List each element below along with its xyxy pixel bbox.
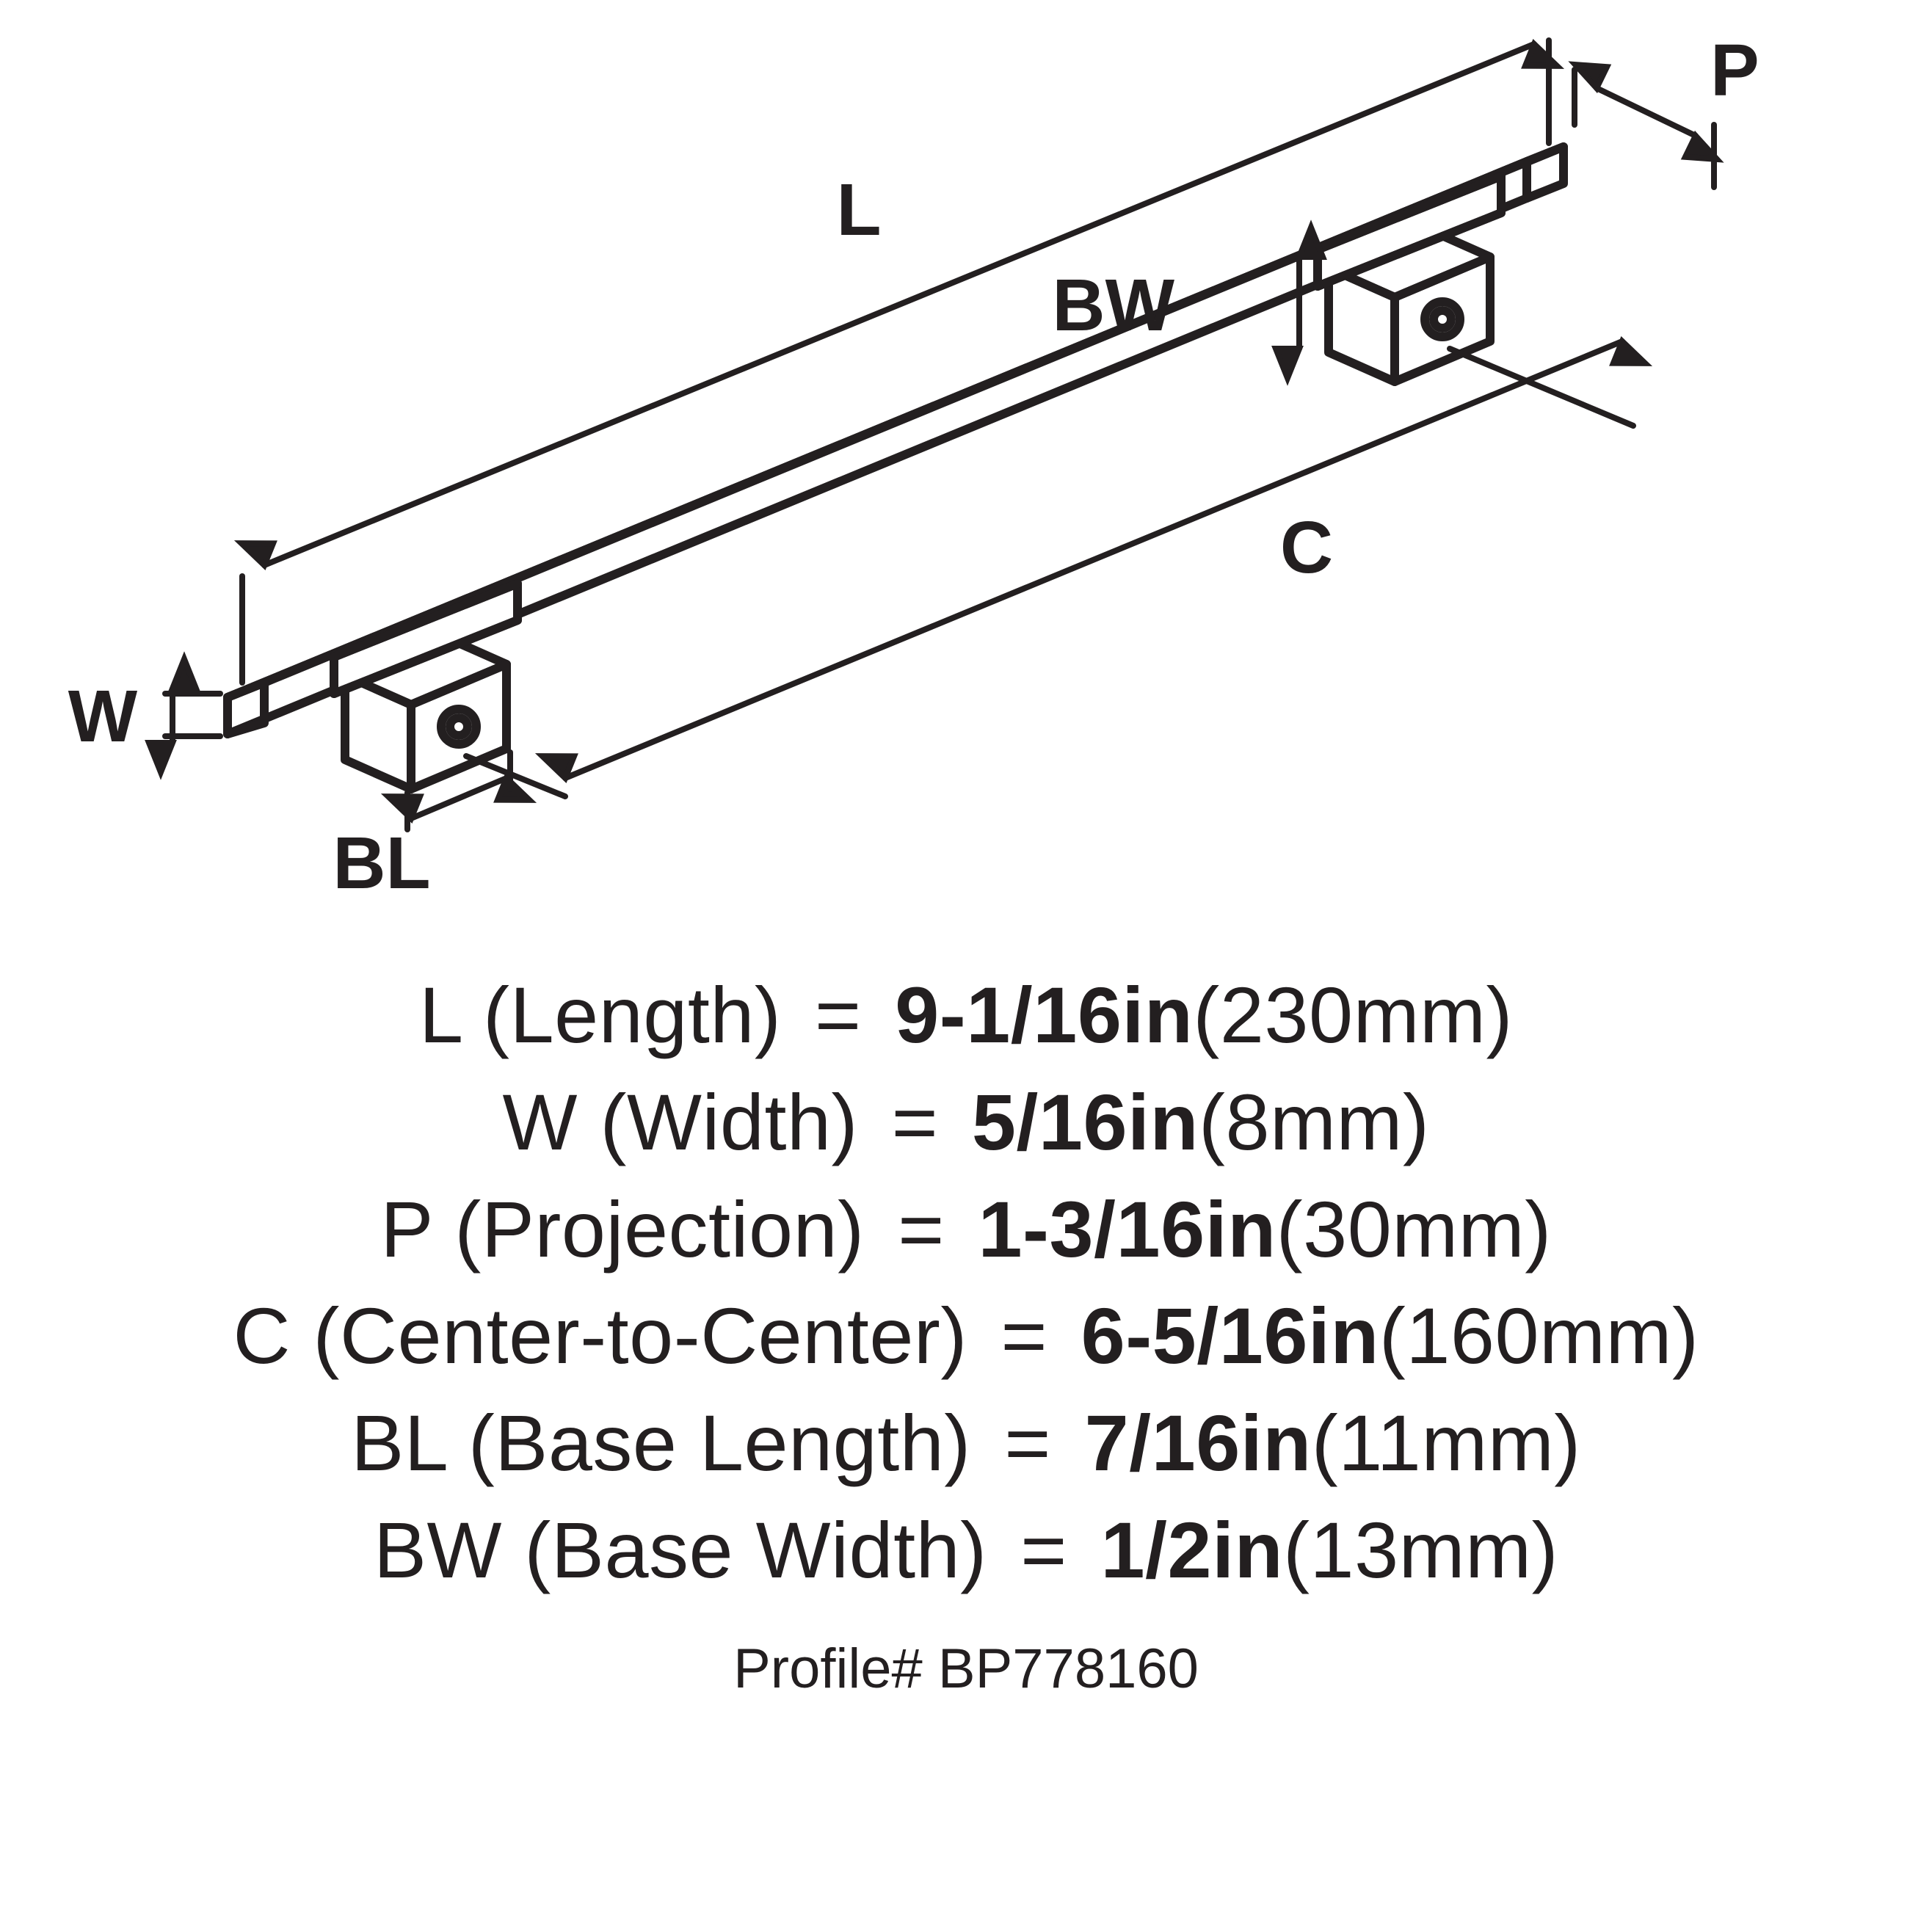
spec-equals: =	[1004, 1398, 1051, 1487]
dim-label-bl: BL	[333, 822, 430, 904]
spec-secondary: (30mm)	[1276, 1185, 1552, 1274]
spec-equals: =	[1000, 1291, 1047, 1380]
spec-primary: 9-1/16in	[895, 970, 1193, 1059]
spec-row: C (Center-to-Center) = 6-5/16in(160mm)	[0, 1282, 1932, 1389]
spec-row: W (Width) = 5/16in(8mm)	[0, 1069, 1932, 1176]
dim-label-l: L	[836, 169, 881, 251]
dimension-diagram: L P C BW W BL	[0, 0, 1932, 954]
spec-label: W (Width)	[503, 1078, 858, 1166]
profile-label: Profile#	[733, 1638, 923, 1700]
spec-secondary: (8mm)	[1199, 1078, 1429, 1166]
spec-equals: =	[1020, 1505, 1067, 1594]
dim-label-w: W	[68, 675, 138, 758]
spec-secondary: (11mm)	[1312, 1398, 1581, 1487]
spec-secondary: (160mm)	[1379, 1291, 1699, 1380]
spec-label: BL (Base Length)	[351, 1398, 971, 1487]
profile-value: BP778160	[938, 1638, 1199, 1700]
spec-label: L (Length)	[419, 970, 781, 1059]
dim-label-p: P	[1710, 29, 1760, 112]
spec-primary: 7/16in	[1085, 1398, 1312, 1487]
spec-row: P (Projection) = 1-3/16in(30mm)	[0, 1176, 1932, 1283]
spec-secondary: (13mm)	[1283, 1505, 1558, 1594]
spec-equals: =	[898, 1185, 945, 1274]
spec-primary: 1/2in	[1100, 1505, 1283, 1594]
spec-label: P (Projection)	[380, 1185, 864, 1274]
spec-row: L (Length) = 9-1/16in(230mm)	[0, 962, 1932, 1069]
spec-row: BW (Base Width) = 1/2in(13mm)	[0, 1497, 1932, 1604]
dim-label-c: C	[1280, 506, 1333, 589]
profile-number: Profile# BP778160	[0, 1637, 1932, 1701]
spec-secondary: (230mm)	[1193, 970, 1513, 1059]
spec-label: C (Center-to-Center)	[233, 1291, 967, 1380]
spec-primary: 6-5/16in	[1081, 1291, 1379, 1380]
spec-label: BW (Base Width)	[374, 1505, 987, 1594]
spec-primary: 1-3/16in	[978, 1185, 1276, 1274]
spec-equals: =	[815, 970, 862, 1059]
page: L P C BW W BL L (Length) = 9-1/16in(230m…	[0, 0, 1932, 1929]
spec-list: L (Length) = 9-1/16in(230mm) W (Width) =…	[0, 962, 1932, 1604]
spec-primary: 5/16in	[972, 1078, 1199, 1166]
dim-label-bw: BW	[1052, 264, 1174, 346]
spec-row: BL (Base Length) = 7/16in(11mm)	[0, 1389, 1932, 1497]
spec-equals: =	[892, 1078, 939, 1166]
